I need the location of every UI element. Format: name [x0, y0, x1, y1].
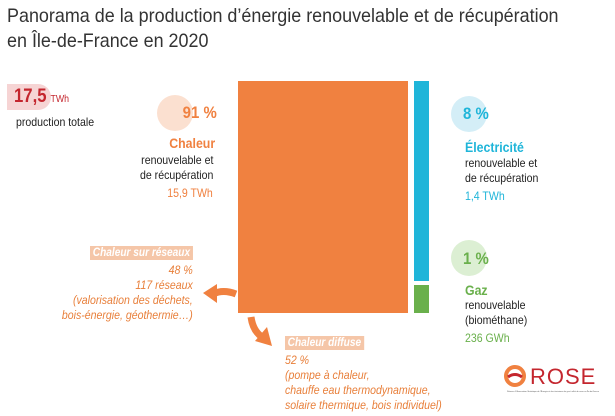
electricite-desc: renouvelable et de récupération: [465, 156, 538, 186]
arrow-down-icon: [247, 316, 265, 340]
chaleur-desc: renouvelable et de récupération: [140, 153, 213, 183]
rose-logo-subtitle: Réseau d’Observation Statistique de l’Én…: [507, 390, 600, 393]
block-gaz: [414, 285, 429, 313]
gaz-name: Gaz: [465, 282, 488, 298]
heat-diffuse-tag: Chaleur diffuse: [285, 336, 364, 350]
chaleur-amount: 15,9 TWh: [167, 186, 213, 200]
title: Panorama de la production d’énergie reno…: [7, 4, 614, 54]
heat-diffuse-pct: 52 %: [285, 353, 310, 367]
electricite-pct: 8 %: [463, 104, 489, 123]
heat-network-callout: Chaleur sur réseaux 48 % 117 réseaux (va…: [62, 243, 193, 323]
electricite-desc-2: de récupération: [465, 171, 539, 185]
block-electricite: [414, 81, 429, 281]
chaleur-pct: 91 %: [182, 103, 217, 122]
title-line-2: en Île-de-France en 2020: [7, 30, 209, 52]
arrows: [203, 284, 272, 346]
chaleur-name: Chaleur: [169, 135, 215, 151]
electricite-name: Électricité: [465, 139, 524, 155]
heat-network-pct: 48 %: [168, 263, 193, 277]
electricite-amount: 1,4 TWh: [465, 189, 505, 203]
chaleur-desc-1: renouvelable et: [140, 153, 213, 167]
heat-network-desc-2: bois-énergie, géothermie…): [62, 308, 193, 322]
rose-logo-name: ROSE: [530, 364, 597, 389]
heat-network-tag: Chaleur sur réseaux: [90, 246, 193, 260]
heat-network-desc-1: (valorisation des déchets,: [73, 293, 193, 307]
total-unit: TWh: [50, 94, 70, 105]
heat-diffuse-callout: Chaleur diffuse 52 % (pompe à chaleur, c…: [285, 333, 442, 413]
gaz-desc: renouvelable (biométhane): [465, 298, 527, 328]
heat-diffuse-desc-2: chauffe eau thermodynamique,: [285, 383, 431, 397]
total-number: 17,5: [14, 86, 47, 107]
gaz-desc-2: (biométhane): [465, 313, 528, 327]
gaz-desc-1: renouvelable: [465, 298, 526, 312]
heat-diffuse-desc-1: (pompe à chaleur,: [285, 368, 370, 382]
gaz-circle: [451, 240, 487, 276]
arrow-left-head-icon: [203, 284, 217, 303]
gaz-amount: 236 GWh: [465, 331, 510, 345]
total-label: production totale: [16, 115, 95, 129]
title-line-1: Panorama de la production d’énergie reno…: [7, 5, 559, 27]
heat-network-count: 117 réseaux: [135, 278, 193, 292]
gaz-pct: 1 %: [463, 249, 489, 268]
chaleur-circle: [157, 95, 193, 131]
chaleur-desc-2: de récupération: [139, 168, 213, 182]
electricite-circle: [451, 96, 487, 132]
total-highlight: [7, 84, 51, 110]
arrow-down-head-icon: [255, 327, 272, 346]
heat-diffuse-desc-3: solaire thermique, bois individuel): [285, 398, 442, 412]
total-value: 17,5 TWh: [14, 86, 69, 108]
block-chaleur: [238, 81, 408, 313]
rose-logo-icon: [504, 365, 526, 387]
electricite-desc-1: renouvelable et: [465, 156, 538, 170]
